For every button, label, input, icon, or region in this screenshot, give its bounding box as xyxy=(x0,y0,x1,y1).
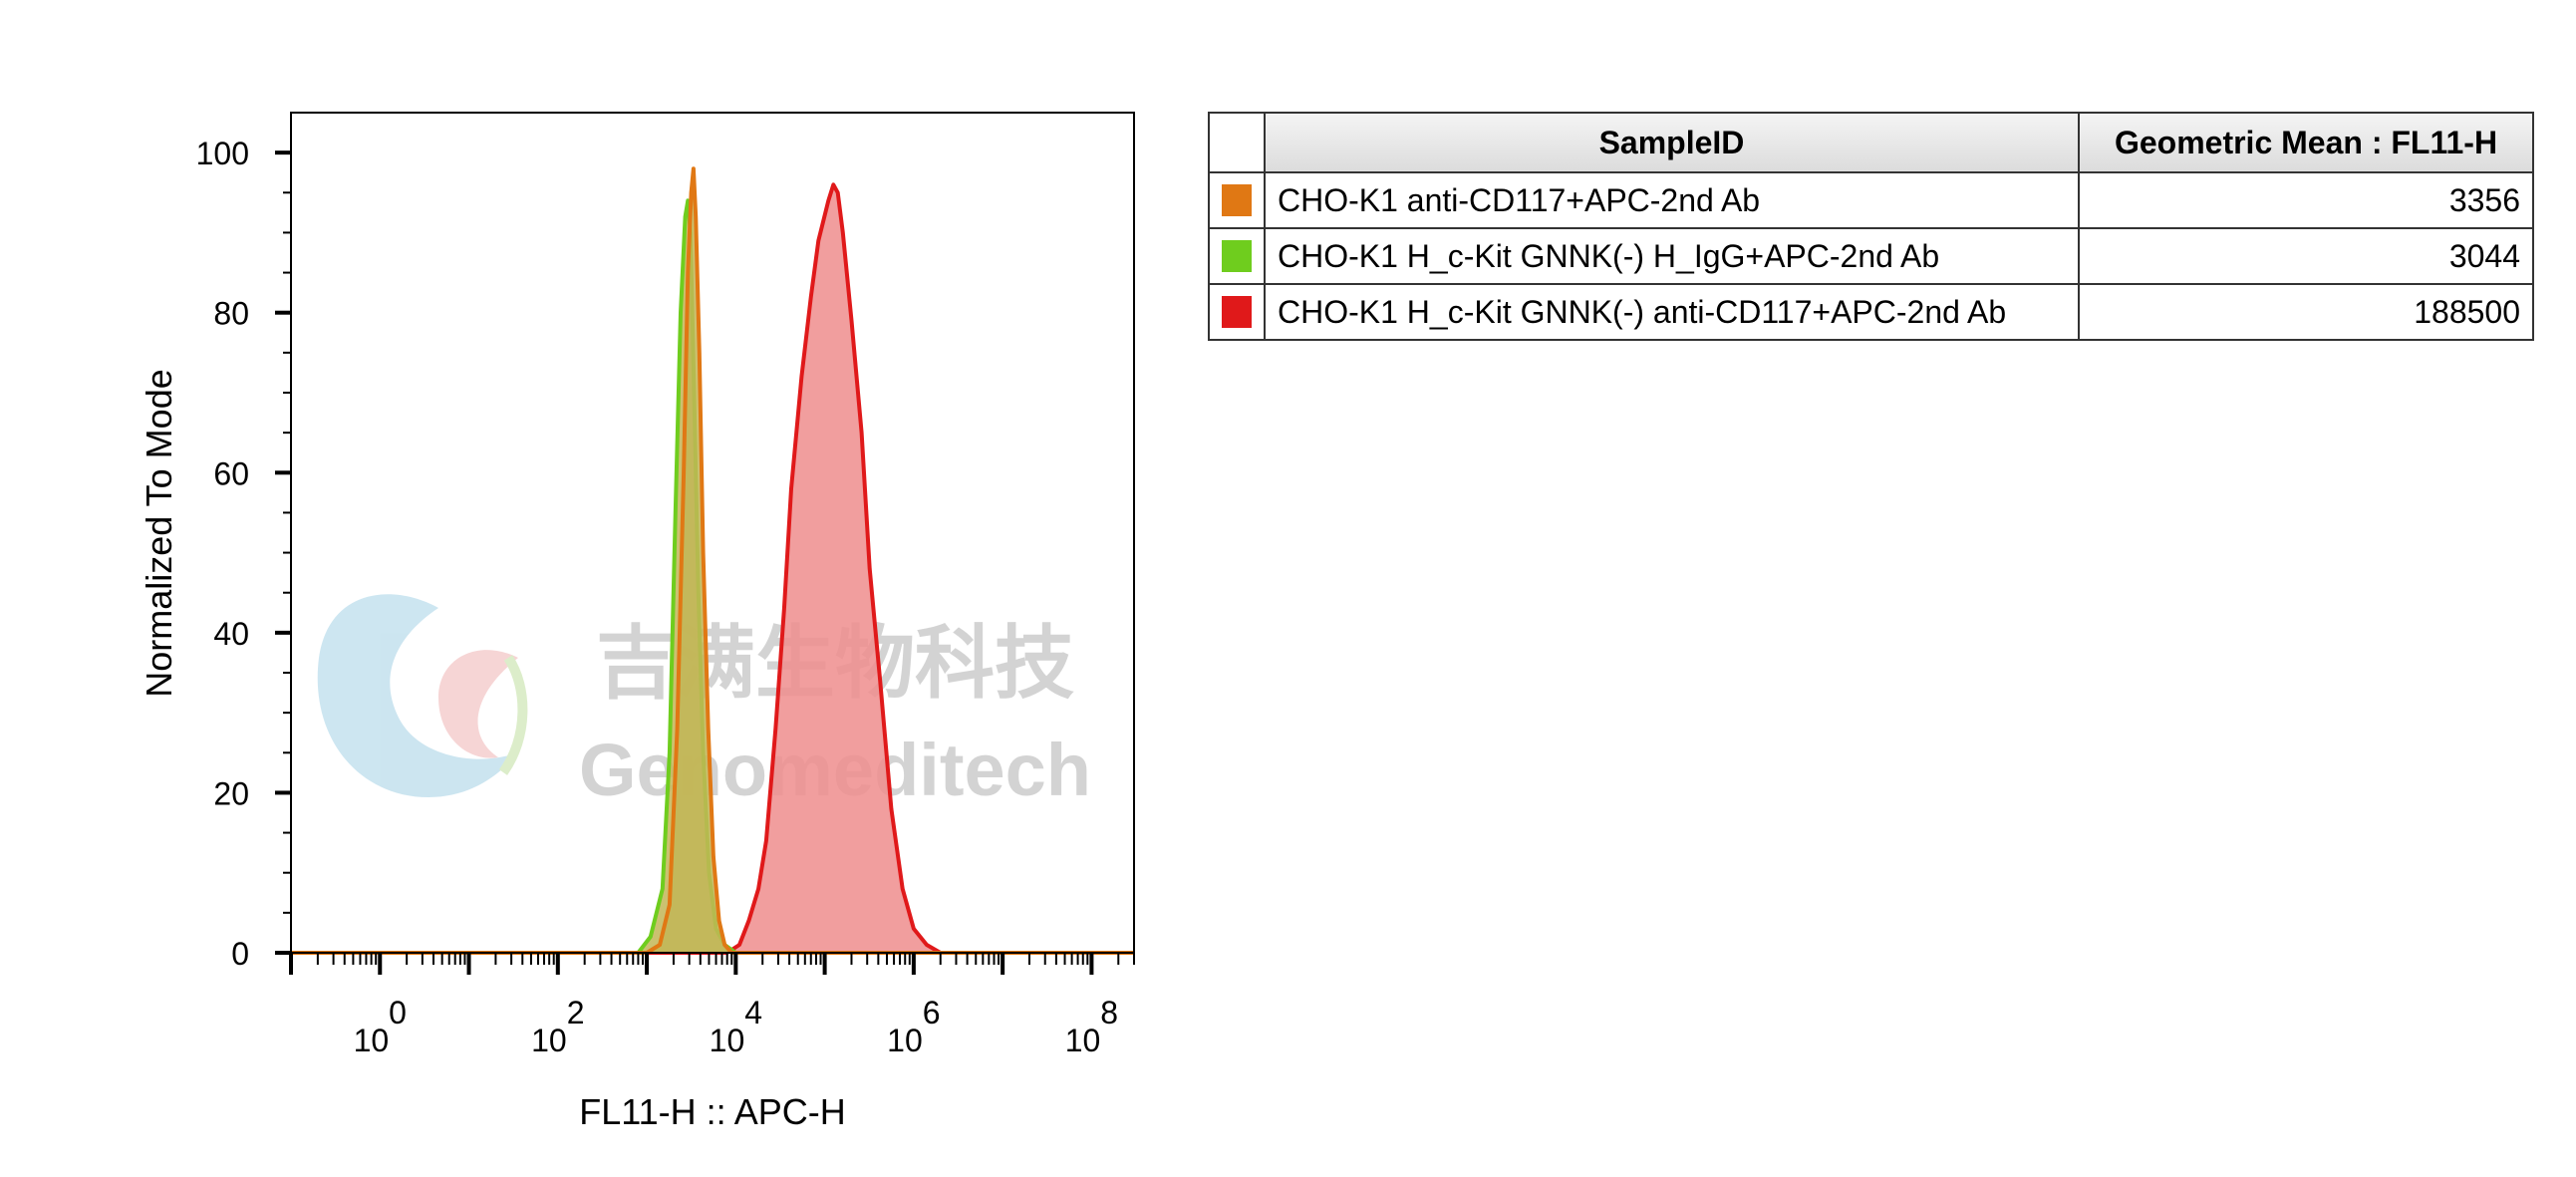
y-tick-label: 80 xyxy=(213,296,249,332)
legend-header-swatch xyxy=(1208,112,1266,173)
x-tick-label: 100 xyxy=(354,995,407,1058)
x-axis: 100 102 104 106 108 xyxy=(289,953,1135,1058)
legend-row: CHO-K1 H_c-Kit GNNK(-) anti-CD117+APC-2n… xyxy=(1208,283,2534,341)
legend-sample-id: CHO-K1 anti-CD117+APC-2nd Ab xyxy=(1264,171,2080,229)
y-tick-label: 0 xyxy=(231,936,249,972)
x-tick-label: 108 xyxy=(1065,995,1118,1058)
legend-swatch xyxy=(1222,184,1252,216)
legend-geomean-value: 188500 xyxy=(2078,283,2534,341)
legend-geomean-value: 3044 xyxy=(2078,227,2534,285)
series-line xyxy=(291,182,1134,955)
x-tick-label: 106 xyxy=(887,995,940,1058)
legend-geomean-value: 3356 xyxy=(2078,171,2534,229)
legend-table: SampleID Geometric Mean : FL11-H CHO-K1 … xyxy=(1208,112,2534,341)
legend-row: CHO-K1 anti-CD117+APC-2nd Ab 3356 xyxy=(1208,171,2534,229)
y-tick-label: 60 xyxy=(213,455,249,491)
series-line xyxy=(291,166,1134,955)
legend-header-sampleid: SampleID xyxy=(1264,112,2080,173)
plot-frame xyxy=(290,112,1135,954)
y-axis: 0 20 40 60 80 100 xyxy=(196,136,291,972)
legend-row: CHO-K1 H_c-Kit GNNK(-) H_IgG+APC-2nd Ab … xyxy=(1208,227,2534,285)
legend-header-row: SampleID Geometric Mean : FL11-H xyxy=(1208,112,2534,173)
x-tick-label: 104 xyxy=(710,995,762,1058)
watermark-logo xyxy=(317,594,528,797)
histogram-series xyxy=(291,166,1134,955)
y-tick-label: 100 xyxy=(196,136,249,171)
y-axis-label: Normalized To Mode xyxy=(139,369,179,697)
legend-swatch xyxy=(1222,240,1252,272)
x-tick-label: 102 xyxy=(531,995,584,1058)
y-tick-label: 20 xyxy=(213,775,249,811)
x-axis-label: FL11-H :: APC-H xyxy=(579,1091,845,1132)
y-tick-label: 40 xyxy=(213,616,249,652)
legend-sample-id: CHO-K1 H_c-Kit GNNK(-) H_IgG+APC-2nd Ab xyxy=(1264,227,2080,285)
legend-header-geomean: Geometric Mean : FL11-H xyxy=(2078,112,2534,173)
legend-swatch xyxy=(1222,296,1252,328)
legend-sample-id: CHO-K1 H_c-Kit GNNK(-) anti-CD117+APC-2n… xyxy=(1264,283,2080,341)
